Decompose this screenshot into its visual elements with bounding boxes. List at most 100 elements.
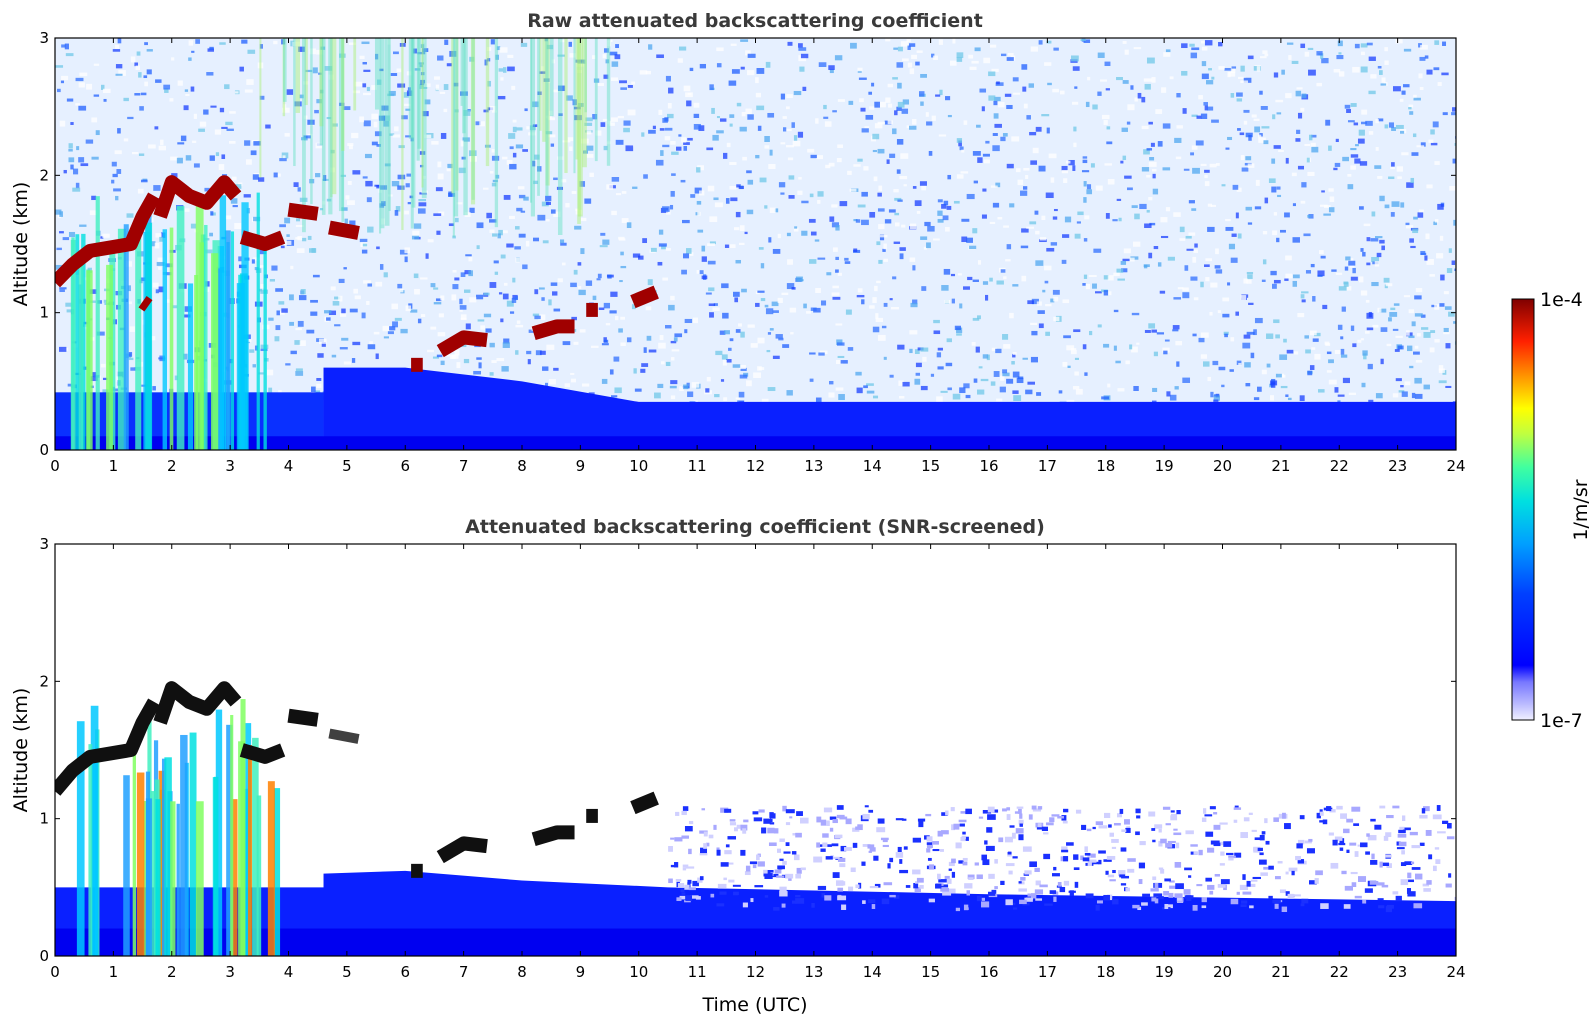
noise-speck (978, 366, 983, 369)
aerosol-speck (1362, 899, 1367, 904)
noise-speck (1326, 351, 1332, 355)
noise-speck (546, 44, 554, 50)
noise-speck (564, 383, 570, 388)
noise-speck (1362, 350, 1368, 356)
noise-speck (634, 388, 642, 392)
aerosol-speck (1085, 893, 1094, 899)
aerosol-speck (1066, 842, 1074, 846)
noise-speck (1097, 52, 1105, 58)
aerosol-speck (1019, 899, 1027, 905)
aerosol-speck (1075, 809, 1082, 814)
aerosol-speck (753, 817, 763, 822)
noise-speck (738, 242, 745, 246)
noise-speck (937, 199, 943, 203)
noise-speck (716, 63, 722, 68)
aerosol-speck (1000, 880, 1005, 885)
aerosol-speck (1105, 870, 1109, 875)
precip-streak (241, 202, 249, 450)
noise-speck (319, 338, 327, 344)
noise-speck (89, 210, 98, 216)
noise-streak (582, 38, 587, 168)
noise-speck (324, 66, 333, 71)
noise-speck (1063, 178, 1068, 184)
noise-speck (980, 378, 989, 382)
noise-speck (395, 206, 401, 212)
noise-speck (1310, 134, 1317, 138)
noise-speck (1321, 190, 1325, 193)
noise-speck (139, 106, 144, 111)
noise-speck (600, 122, 606, 127)
noise-speck (982, 188, 987, 192)
noise-speck (1230, 337, 1235, 342)
noise-speck (553, 367, 559, 371)
cloud-layer (153, 175, 242, 219)
noise-speck (532, 313, 540, 317)
noise-speck (819, 350, 828, 355)
noise-speck (185, 155, 192, 161)
noise-speck (741, 288, 747, 293)
x-tick-label: 5 (342, 457, 352, 475)
noise-speck (1385, 283, 1393, 287)
noise-speck (1435, 219, 1439, 223)
noise-speck (620, 342, 626, 347)
noise-speck (620, 87, 627, 90)
noise-speck (1352, 267, 1356, 274)
aerosol-speck (832, 872, 840, 878)
aerosol-speck (939, 884, 949, 888)
noise-speck (437, 161, 442, 168)
aerosol-speck (959, 823, 965, 827)
noise-speck (614, 54, 621, 60)
aerosol-speck (858, 882, 862, 889)
aerosol-speck (963, 904, 969, 911)
noise-speck (279, 311, 285, 315)
precip-streak (75, 234, 80, 450)
noise-speck (755, 302, 760, 307)
noise-speck (254, 345, 259, 351)
noise-speck (115, 195, 119, 201)
panel-screened-ylabel: Altitude (km) (10, 688, 32, 813)
aerosol-speck (736, 824, 743, 829)
noise-speck (1084, 372, 1088, 376)
aerosol-speck (1445, 883, 1452, 888)
noise-speck (1243, 334, 1251, 339)
noise-speck (1053, 47, 1059, 51)
noise-speck (909, 257, 916, 262)
aerosol-speck (670, 837, 675, 840)
noise-speck (1148, 161, 1157, 167)
noise-speck (706, 376, 711, 382)
noise-speck (348, 42, 357, 45)
noise-speck (1440, 274, 1445, 281)
noise-speck (788, 195, 795, 199)
noise-speck (1262, 230, 1268, 235)
noise-speck (1350, 154, 1359, 158)
noise-speck (138, 153, 145, 156)
noise-speck (1179, 226, 1185, 233)
noise-speck (790, 332, 794, 335)
aerosol-speck (1240, 832, 1249, 839)
precip-streak (170, 801, 176, 956)
noise-speck (836, 339, 843, 346)
noise-speck (1337, 324, 1343, 330)
noise-speck (449, 354, 456, 359)
aerosol-speck (962, 861, 968, 866)
aerosol-speck (1059, 886, 1066, 893)
noise-speck (963, 286, 970, 290)
aerosol-speck (713, 824, 717, 830)
noise-speck (253, 216, 261, 222)
aerosol-speck (837, 895, 847, 901)
noise-speck (1430, 330, 1436, 334)
aerosol-speck (1012, 856, 1018, 859)
cloud-layer (531, 825, 575, 846)
noise-speck (866, 383, 874, 386)
noise-speck (1104, 163, 1112, 166)
noise-speck (483, 313, 492, 318)
noise-speck (1420, 142, 1426, 147)
noise-speck (872, 149, 877, 153)
noise-speck (476, 294, 484, 300)
noise-speck (992, 133, 998, 136)
noise-speck (837, 272, 842, 276)
aerosol-speck (1381, 884, 1389, 888)
aerosol-speck (1165, 823, 1171, 826)
noise-speck (1061, 170, 1069, 174)
noise-speck (1286, 349, 1294, 354)
